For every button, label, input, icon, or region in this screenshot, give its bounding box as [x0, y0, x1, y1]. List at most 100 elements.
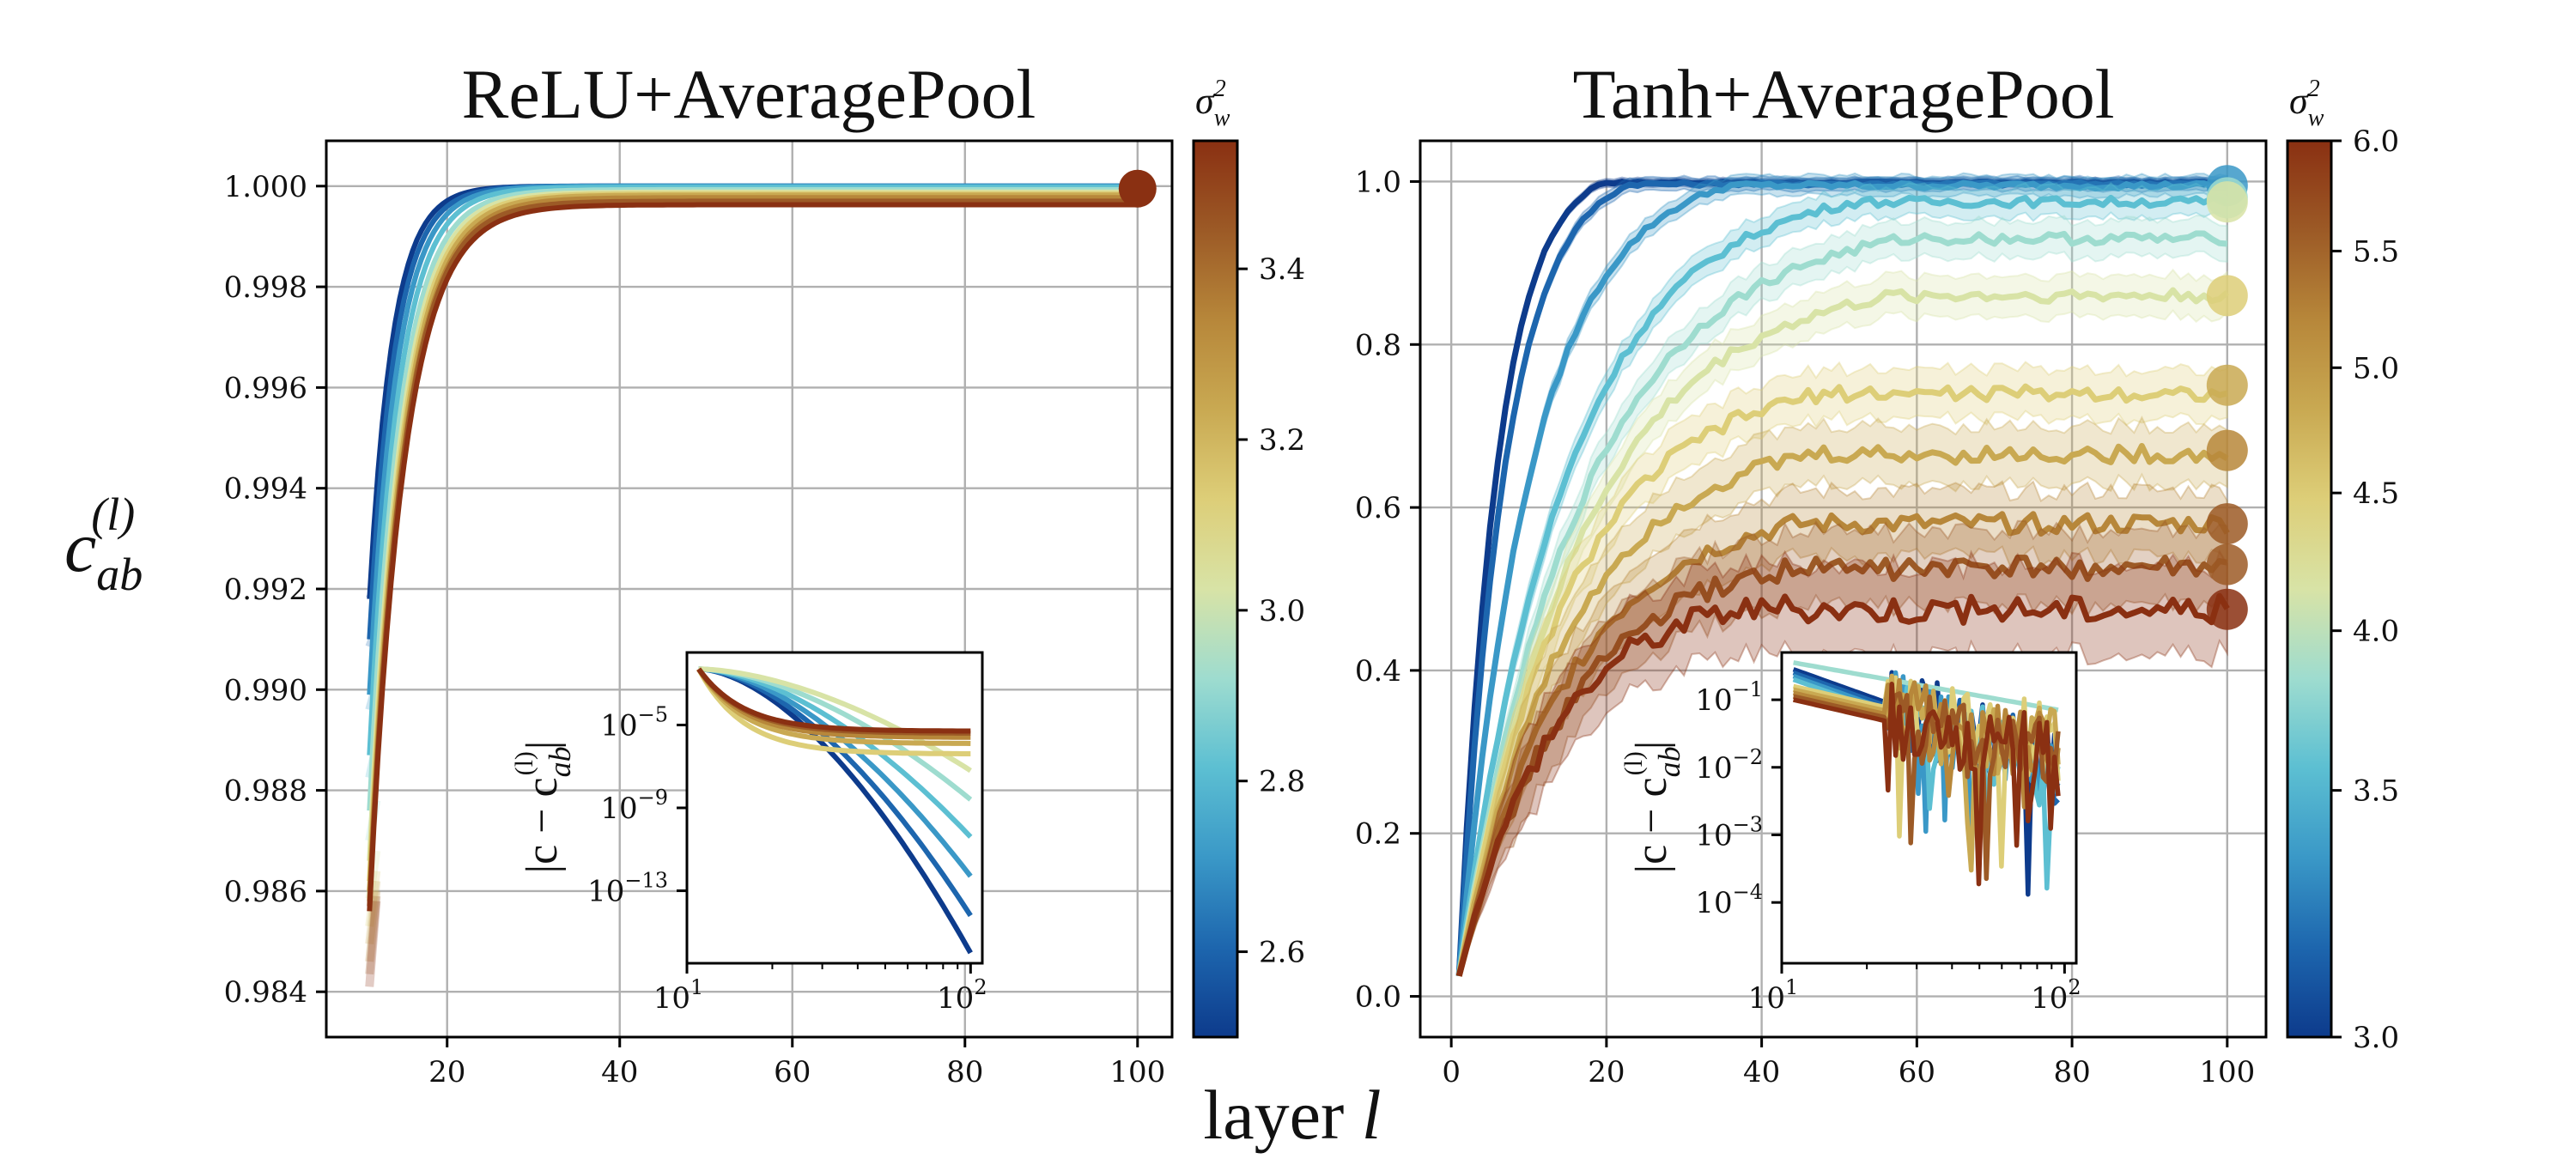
relu-y-ticks: 0.984 0.986 0.988 0.990 0.992 0.994 0.996 0.998…	[224, 170, 326, 1010]
relu-xtick-label: 40	[601, 1055, 638, 1089]
relu-inset-ylabel-sub: ab	[543, 746, 577, 777]
relu-series-band	[365, 870, 381, 927]
relu-inset-ytick-label: 10−13	[587, 869, 668, 909]
tanh-inset-xtick-exp: 1	[1785, 975, 1798, 999]
relu-ytick-label: 0.994	[224, 472, 307, 507]
relu-colorbar-ticks: 2.6 2.8 3.0 3.2 3.4	[1237, 252, 1305, 970]
tanh-inset-ytick-exp: −1	[1733, 677, 1763, 701]
tanh-inset-ylabel-right: |	[1627, 741, 1676, 749]
relu-series-line	[367, 198, 1138, 907]
relu-inset-ytick-base: 10	[587, 875, 624, 909]
relu-colorbar-tick-label: 3.4	[1259, 252, 1305, 287]
tanh-y-ticks: 0.0 0.2 0.4 0.6 0.8 1.0	[1355, 165, 1420, 1015]
tanh-xtick-label: 60	[1899, 1055, 1935, 1089]
shared-ylabel-base: c	[64, 507, 96, 587]
relu-series-group	[365, 183, 1138, 987]
tanh-series-line	[1455, 287, 2230, 977]
relu-inset-xtick-exp: 2	[974, 975, 987, 999]
relu-inset-xtick-base: 10	[937, 981, 974, 1016]
relu-colorbar-tick-label: 3.2	[1259, 423, 1305, 458]
relu-ytick-label: 0.996	[224, 371, 307, 405]
relu-xtick-label: 60	[774, 1055, 811, 1089]
tanh-inset-xtick-label: 102	[2031, 975, 2081, 1016]
tanh-series-line	[1455, 230, 2228, 977]
tanh-inset-series-line	[1792, 691, 2061, 882]
relu-inset-ytick-exp: −9	[638, 786, 668, 810]
tanh-colorbar-tick-label: 3.0	[2353, 1021, 2399, 1055]
tanh-x-ticks: 0 20 40 60 80 100	[1442, 1037, 2255, 1089]
relu-ytick-label: 0.992	[224, 573, 307, 607]
relu-inset-series-line	[696, 667, 971, 746]
relu-series-line	[367, 183, 1138, 640]
tanh-inset-ylabel: |c − cab(l) |	[1619, 741, 1686, 874]
relu-colorbar-label: σ2 w	[1195, 76, 1230, 131]
tanh-end-marker	[2206, 543, 2248, 586]
tanh-inset-ytick-exp: −2	[1733, 745, 1763, 769]
relu-series-band	[365, 895, 381, 975]
tanh-end-marker	[2206, 181, 2248, 223]
tanh-colorbar-frame	[2286, 139, 2333, 1039]
tanh-end-markers	[2206, 165, 2248, 630]
relu-title: ReLU+AveragePool	[462, 55, 1036, 133]
tanh-inset-xtick-label: 101	[1748, 975, 1799, 1016]
tanh-inset-ytick-base: 10	[1695, 818, 1732, 853]
relu-ytick-label: 0.988	[224, 774, 307, 809]
tanh-colorbar-tick-label: 4.0	[2353, 615, 2399, 649]
tanh-colorbar-tick-label: 6.0	[2353, 124, 2399, 159]
relu-series-line	[367, 195, 1138, 901]
relu-colorbar-label-sub: w	[1214, 105, 1230, 131]
tanh-inset-series-group	[1792, 660, 2061, 897]
relu-colorbar-tick-label: 3.0	[1259, 594, 1305, 628]
tanh-ytick-label: 0.6	[1355, 491, 1401, 525]
relu-colorbar-label-base: σ	[1195, 80, 1216, 122]
tanh-series-line	[1455, 555, 2228, 977]
relu-series-band	[365, 880, 381, 945]
relu-ytick-label: 0.998	[224, 270, 307, 305]
relu-series-line	[367, 183, 1138, 599]
tanh-end-marker	[2206, 503, 2248, 545]
tanh-colorbar-label-sub: w	[2308, 105, 2324, 131]
relu-xtick-label: 80	[946, 1055, 983, 1089]
tanh-series-line	[1455, 592, 2230, 977]
tanh-ytick-label: 0.4	[1355, 654, 1401, 689]
relu-inset-series-line	[696, 667, 971, 734]
tanh-inset-ylabel-left: |c − c	[1627, 777, 1676, 873]
relu-series-line	[367, 202, 1138, 912]
relu-inset-ytick-base: 10	[600, 792, 637, 826]
tanh-xtick-label: 40	[1743, 1055, 1780, 1089]
tanh-inset-xtick-base: 10	[1748, 981, 1785, 1016]
tanh-inset-ytick-base: 10	[1695, 683, 1732, 718]
tanh-inset-xtick-exp: 2	[2068, 975, 2081, 999]
relu-ytick-label: 0.990	[224, 673, 307, 707]
tanh-xtick-label: 100	[2199, 1055, 2255, 1089]
relu-series-band	[365, 890, 381, 962]
relu-inset-ytick-exp: −5	[638, 702, 668, 726]
relu-inset-xtick-base: 10	[653, 981, 690, 1016]
relu-inset-xtick-exp: 1	[690, 975, 703, 999]
shared-ylabel: cab (l)	[64, 488, 143, 600]
shared-ylabel-sup: (l)	[91, 488, 135, 540]
tanh-inset-ylabel-sub: ab	[1652, 746, 1686, 777]
tanh-inset-xtick-base: 10	[2031, 981, 2068, 1016]
relu-end-marker	[1118, 169, 1157, 208]
relu-colorbar: 2.6 2.8 3.0 3.2 3.4 σ2 w	[1192, 76, 1305, 1039]
relu-x-ticks: 20 40 60 80 100	[428, 1037, 1165, 1089]
tanh-colorbar-tick-label: 5.5	[2353, 234, 2399, 269]
shared-xlabel-text: layer	[1203, 1076, 1361, 1154]
tanh-panel: Tanh+AveragePool 0 20 40 60 80 100 0.00.20.40…	[1355, 55, 2399, 1089]
tanh-colorbar-gradient	[2287, 141, 2331, 1037]
tanh-inset-ytick-base: 10	[1695, 751, 1732, 786]
relu-xtick-label: 100	[1109, 1055, 1165, 1089]
tanh-colorbar-tick-label: 5.0	[2353, 351, 2399, 385]
tanh-colorbar-label-sup: 2	[2308, 76, 2320, 102]
relu-inset-series-line	[696, 667, 971, 756]
tanh-ytick-label: 0.8	[1355, 328, 1401, 362]
tanh-colorbar-label-base: σ	[2289, 80, 2310, 122]
tanh-inset-ytick-label: 10−3	[1695, 812, 1763, 853]
tanh-xtick-label: 20	[1588, 1055, 1625, 1089]
relu-inset-ytick-label: 10−5	[600, 702, 668, 743]
